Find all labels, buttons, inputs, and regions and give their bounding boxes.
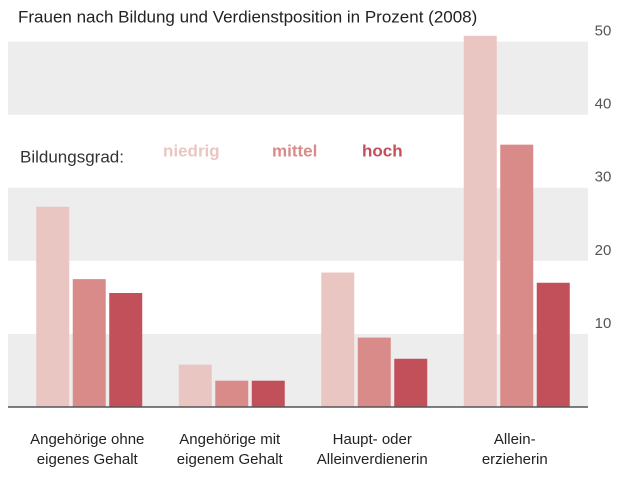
y-tick-label: 10 <box>595 315 612 332</box>
bar <box>251 380 285 407</box>
bar <box>321 272 355 407</box>
legend-label: niedrig <box>163 141 220 160</box>
x-tick-label: Angehörige mit <box>179 431 281 448</box>
bar <box>463 35 497 408</box>
x-tick-label: Allein- <box>494 431 536 448</box>
grid-band <box>8 41 588 115</box>
x-tick-label: Alleinverdienerin <box>317 451 428 468</box>
y-tick-label: 20 <box>595 242 612 259</box>
x-tick-label: Haupt- oder <box>333 431 412 448</box>
x-tick-label: eigenes Gehalt <box>37 451 139 468</box>
bar <box>36 206 70 407</box>
x-tick-label: erzieherin <box>482 451 548 468</box>
bar <box>500 144 534 407</box>
bar <box>394 358 428 407</box>
bar <box>178 364 212 407</box>
legend-label: mittel <box>272 141 317 160</box>
y-tick-label: 40 <box>595 96 612 113</box>
legend-title: Bildungsgrad: <box>20 147 124 166</box>
y-tick-label: 50 <box>595 23 612 40</box>
bar <box>72 279 106 407</box>
chart-subtitle: Frauen nach Bildung und Verdienstpositio… <box>18 7 477 26</box>
x-tick-label: Angehörige ohne <box>30 431 144 448</box>
bar <box>215 380 249 407</box>
legend-label: hoch <box>362 141 403 160</box>
bar <box>357 337 391 407</box>
bar <box>536 282 570 407</box>
y-tick-label: 30 <box>595 169 612 186</box>
bar <box>109 293 143 407</box>
x-tick-label: eigenem Gehalt <box>177 451 284 468</box>
